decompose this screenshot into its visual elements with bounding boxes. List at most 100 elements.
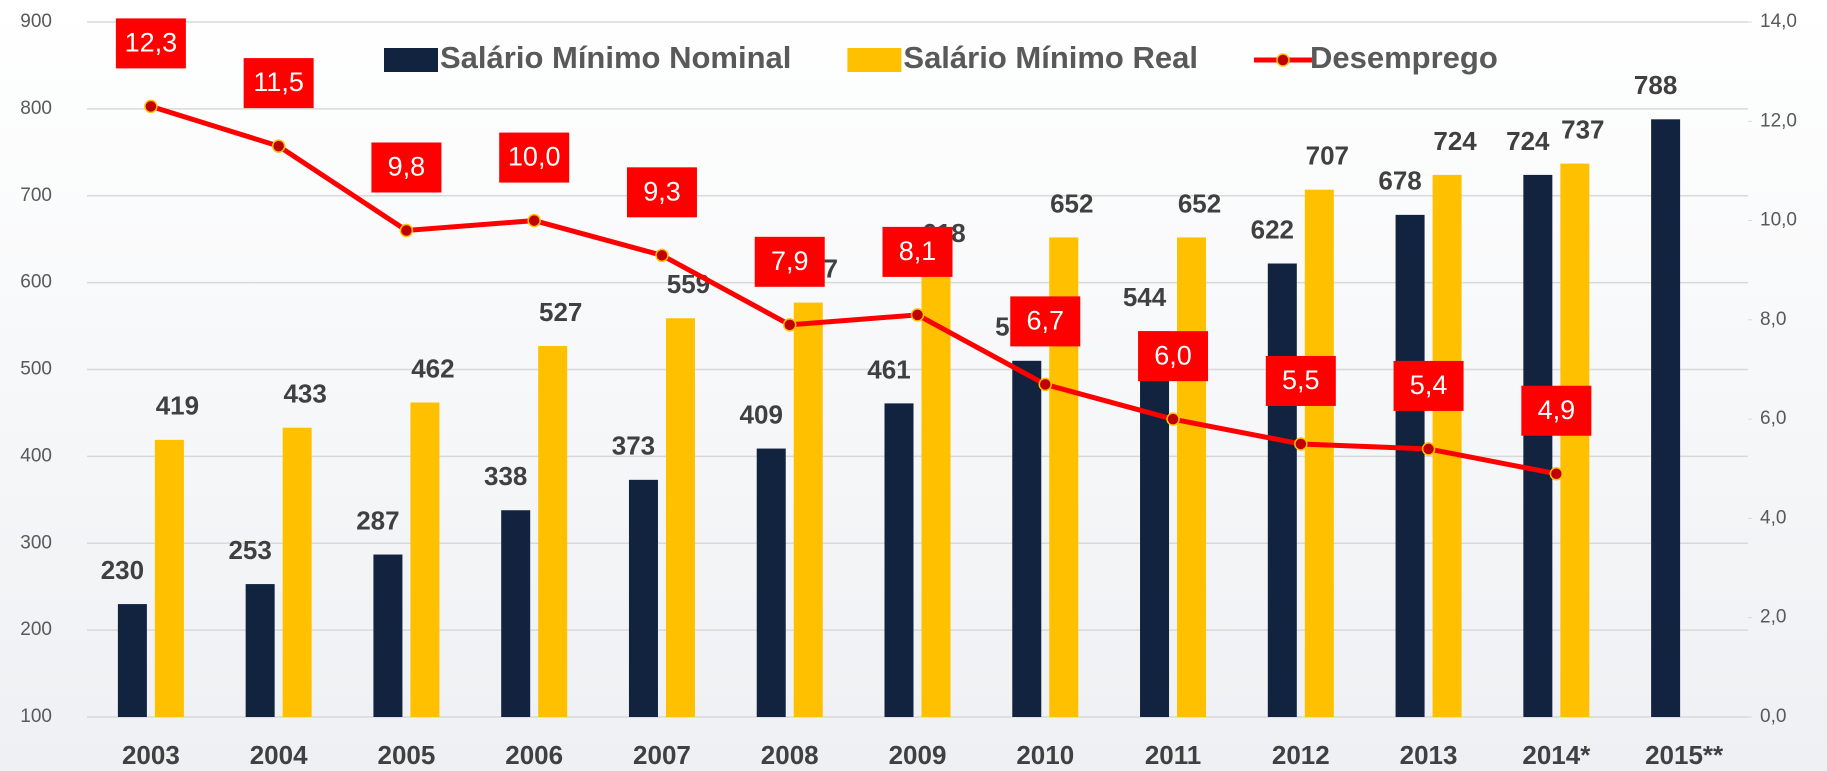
bar (1267, 263, 1297, 717)
x-tick-label: 2010 (1016, 740, 1074, 770)
label-box (1521, 385, 1592, 436)
data-label: 559 (667, 269, 710, 299)
y-tick-label: 900 (20, 11, 52, 32)
data-label: 461 (867, 354, 910, 384)
x-tick-label: 2012 (1272, 740, 1330, 770)
x-tick-label: 2004 (250, 740, 308, 770)
line-point (1549, 467, 1564, 481)
data-label: 678 (1378, 166, 1421, 196)
y-tick-label: 600 (20, 272, 52, 293)
y-tick-label: 700 (20, 185, 52, 206)
bar (884, 403, 914, 717)
data-label: 433 (283, 379, 326, 409)
bar (1651, 119, 1681, 718)
label-box (882, 226, 953, 277)
y-tick-label: 100 (20, 706, 52, 727)
bar (501, 510, 531, 717)
label-box (1010, 296, 1081, 347)
bar (245, 584, 275, 717)
label-box (1138, 331, 1209, 382)
data-label: 4,9 (1538, 395, 1576, 425)
bar (665, 318, 695, 717)
line-point (1421, 442, 1436, 456)
data-label: 10,0 (508, 142, 561, 172)
legend-label: Salário Mínimo Nominal (440, 40, 791, 75)
y2-tick-label: 4,0 (1760, 507, 1786, 528)
data-label: 9,3 (643, 176, 681, 206)
legend-label: Salário Mínimo Real (903, 40, 1198, 75)
bar (1560, 163, 1590, 717)
data-label: 652 (1050, 188, 1093, 218)
x-tick-label: 2006 (505, 740, 563, 770)
line-point (910, 308, 925, 322)
y2-tick-label: 12,0 (1760, 110, 1797, 131)
label-box (371, 142, 442, 193)
y-tick-label: 400 (20, 445, 52, 466)
bar (373, 554, 403, 717)
bar (410, 402, 440, 717)
line (150, 104, 1557, 477)
data-label: 12,3 (125, 28, 178, 58)
data-label: 737 (1561, 114, 1604, 144)
data-label: 622 (1251, 214, 1294, 244)
bar (1177, 237, 1207, 717)
bar (1523, 174, 1553, 717)
data-label: 527 (539, 297, 582, 327)
bar (793, 302, 823, 717)
bar (1140, 331, 1170, 717)
bar (756, 448, 786, 717)
line-point (144, 99, 158, 114)
label-box (243, 58, 314, 109)
label-box (626, 167, 697, 218)
y2-tick-label: 2,0 (1760, 607, 1786, 628)
data-label: 462 (411, 353, 454, 383)
y2-tick-label: 0,0 (1760, 706, 1786, 727)
data-label: 544 (1123, 282, 1167, 312)
y2-tick-label: 10,0 (1760, 210, 1797, 231)
y-tick-label: 200 (20, 619, 52, 640)
bar (1395, 214, 1425, 718)
x-tick-label: 2011 (1145, 740, 1201, 770)
y-tick-label: 300 (20, 532, 52, 553)
x-tick-label: 2003 (122, 740, 180, 770)
legend-swatch (384, 48, 438, 72)
data-label: 8,1 (899, 236, 937, 266)
bar (628, 479, 658, 717)
bar (1432, 174, 1462, 717)
data-label: 419 (156, 391, 199, 421)
bar (1304, 189, 1334, 717)
y2-tick-label: 6,0 (1760, 408, 1786, 429)
data-label: 724 (1506, 126, 1550, 156)
data-label: 5,5 (1282, 365, 1320, 395)
label-box (115, 18, 186, 69)
bar (282, 427, 312, 717)
line-point (1294, 437, 1308, 451)
legend-swatch (847, 48, 902, 72)
data-label: 9,8 (388, 152, 426, 182)
line-point (782, 318, 797, 332)
line-point (655, 248, 669, 263)
data-label: 338 (484, 461, 527, 491)
data-label: 5,4 (1410, 370, 1448, 400)
data-label: 253 (228, 535, 271, 565)
y2-tick-label: 8,0 (1760, 309, 1786, 330)
y-tick-label: 800 (20, 98, 52, 119)
y-tick-label: 500 (20, 359, 52, 380)
x-tick-label: 2013 (1400, 740, 1458, 770)
data-label: 287 (356, 505, 399, 535)
bar (921, 266, 951, 717)
legend-swatch (1276, 53, 1290, 67)
x-tick-label: 2015** (1645, 740, 1724, 770)
line-point (527, 213, 541, 228)
x-tick-label: 2007 (633, 740, 691, 770)
line-point (399, 223, 414, 238)
data-label: 11,5 (253, 67, 304, 97)
label-box (1265, 355, 1336, 406)
data-label: 373 (612, 431, 655, 461)
x-tick-label: 2014* (1522, 740, 1591, 770)
x-tick-label: 2005 (378, 740, 436, 770)
data-label: 230 (101, 555, 144, 585)
x-tick-label: 2008 (761, 740, 819, 770)
label-box (754, 236, 825, 287)
